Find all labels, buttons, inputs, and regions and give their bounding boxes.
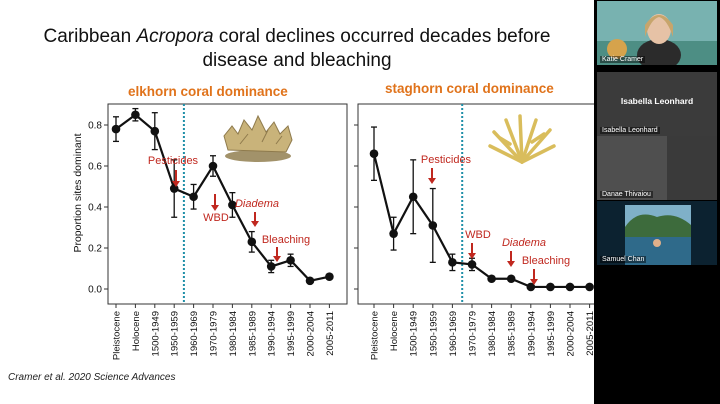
x-tick-label: 1990-1994 xyxy=(526,311,537,356)
y-tick-label: 0.0 xyxy=(88,285,102,296)
participant-name: Danae Thivaiou xyxy=(600,191,653,198)
citation: Cramer et al. 2020 Science Advances xyxy=(8,372,176,383)
data-point xyxy=(189,192,198,201)
y-tick-label: 0.2 xyxy=(88,244,102,255)
x-tick-label: 1950-1959 xyxy=(428,311,439,356)
x-tick-label: 1500-1949 xyxy=(150,311,161,356)
x-tick-label: 1995-1999 xyxy=(286,311,297,356)
x-tick-label: 2005-2011 xyxy=(585,311,594,356)
data-point xyxy=(209,162,218,171)
annotation-label: Bleaching xyxy=(262,234,310,246)
x-tick-label: 1970-1979 xyxy=(209,311,220,356)
participant-tile-samuel-chan[interactable]: Samuel Chan xyxy=(597,201,717,265)
annotation-arrowhead xyxy=(428,178,436,184)
y-axis-label: Proportion sites dominant xyxy=(72,133,84,252)
data-point xyxy=(566,283,575,292)
annotation-label: Diadema xyxy=(502,237,546,249)
presentation-slide: Caribbean Acropora coral declines occurr… xyxy=(0,0,594,404)
x-tick-label: 1500-1949 xyxy=(409,311,420,356)
y-tick-label: 0.4 xyxy=(88,203,102,214)
data-point xyxy=(151,127,160,136)
participant-name: Katie Cramer xyxy=(600,56,645,63)
plot-frame xyxy=(358,104,594,304)
annotation-label: Pesticides xyxy=(421,154,472,166)
annotation-arrowhead xyxy=(211,205,219,211)
participant-tile-katie-cramer[interactable]: Katie Cramer xyxy=(597,1,717,65)
annotation-arrowhead xyxy=(251,221,259,227)
x-tick-label: 1995-1999 xyxy=(546,311,557,356)
x-tick-label: Pleistocene xyxy=(370,311,381,360)
data-point xyxy=(409,192,418,201)
participant-name-centered: Isabella Leonhard xyxy=(597,96,717,106)
chart-panel-elkhorn: 0.0 0.2 0.4 0.6 0.8 Pleistocene Holocene 1500-1… xyxy=(88,104,347,360)
x-tick-label: 2000-2004 xyxy=(566,311,577,356)
annotation-label: Pesticides xyxy=(148,155,199,167)
series-line xyxy=(116,115,329,281)
annotation-label: Diadema xyxy=(235,198,279,210)
x-tick-label: 1985-1989 xyxy=(247,311,258,356)
data-point xyxy=(389,229,398,238)
participant-name: Samuel Chan xyxy=(600,256,646,263)
x-tick-label: 2005-2011 xyxy=(325,311,336,356)
x-tick-label: Pleistocene xyxy=(112,311,123,360)
data-point xyxy=(325,272,334,281)
x-tick-label: 1980-1984 xyxy=(487,311,498,356)
data-point xyxy=(429,221,438,230)
x-tick-label: 1960-1969 xyxy=(448,311,459,356)
data-point xyxy=(546,283,555,292)
data-point xyxy=(131,110,140,119)
data-point xyxy=(370,149,379,158)
annotation-label: Bleaching xyxy=(522,255,570,267)
x-tick-label: Holocene xyxy=(131,311,142,351)
participant-tile-danae-thivaiou[interactable]: Danae Thivaiou xyxy=(597,136,717,200)
x-tick-label: 1980-1984 xyxy=(228,311,239,356)
data-point xyxy=(248,238,257,247)
x-tick-label: 1960-1969 xyxy=(189,311,200,356)
elkhorn-coral-icon xyxy=(224,116,292,162)
data-point xyxy=(585,283,594,292)
x-tick-label: 1990-1994 xyxy=(267,311,278,356)
participants-panel: Katie Cramer Isabella Leonhard Isabella … xyxy=(594,0,720,404)
data-point xyxy=(170,184,179,193)
data-point xyxy=(267,262,276,271)
data-point xyxy=(448,258,457,267)
x-tick-label: 1950-1959 xyxy=(170,311,181,356)
annotation-label: WBD xyxy=(465,229,491,241)
participant-name: Isabella Leonhard xyxy=(600,127,660,134)
annotation-arrowhead xyxy=(507,261,515,267)
annotation-label: WBD xyxy=(203,212,229,224)
x-tick-label: 2000-2004 xyxy=(306,311,317,356)
data-point xyxy=(306,277,315,286)
chart-panel-staghorn: Pleistocene Holocene 1500-1949 1950-1959 196… xyxy=(354,104,594,360)
data-point xyxy=(286,256,295,265)
x-tick-label: Holocene xyxy=(389,311,400,351)
annotation-arrowhead xyxy=(273,256,281,262)
staghorn-coral-icon xyxy=(490,116,554,162)
y-tick-label: 0.6 xyxy=(88,162,102,173)
data-point xyxy=(507,274,516,283)
coral-decline-charts: Proportion sites dominant 0.00.20.40.60.… xyxy=(0,0,594,404)
y-tick-label: 0.8 xyxy=(88,121,102,132)
participant-tile-isabella-leonhard[interactable]: Isabella Leonhard Isabella Leonhard xyxy=(597,72,717,136)
x-tick-label: 1985-1989 xyxy=(507,311,518,356)
data-point xyxy=(487,274,496,283)
data-point xyxy=(112,125,121,134)
data-point xyxy=(468,260,477,269)
x-tick-label: 1970-1979 xyxy=(468,311,479,356)
